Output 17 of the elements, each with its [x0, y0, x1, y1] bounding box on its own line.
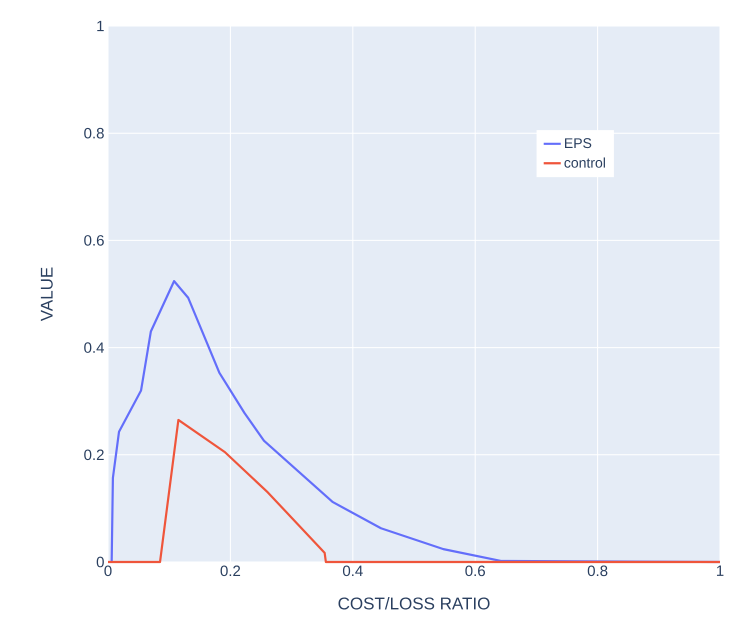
x-axis-title: COST/LOSS RATIO	[338, 597, 490, 610]
legend-label: EPS	[565, 138, 592, 148]
legend-label: control	[564, 157, 605, 168]
y-tick-label: 0.4	[84, 342, 104, 353]
y-axis-title: VALUE	[40, 267, 53, 322]
x-tick-label: 1	[716, 566, 724, 576]
line-series	[106, 418, 722, 564]
y-tick-label: 1	[97, 20, 104, 32]
y-tick-label: 0.2	[84, 449, 104, 460]
x-tick-label: 0.6	[465, 566, 485, 576]
y-tick-label: 0.8	[84, 128, 104, 138]
x-tick-label: 0.4	[342, 566, 363, 576]
x-tick-label: 0.2	[220, 566, 240, 576]
x-tick-label: 0	[104, 566, 112, 576]
y-tick-label: 0.6	[84, 235, 104, 246]
x-tick-label: 0.8	[588, 566, 608, 576]
y-tick-label: 0	[96, 556, 104, 568]
